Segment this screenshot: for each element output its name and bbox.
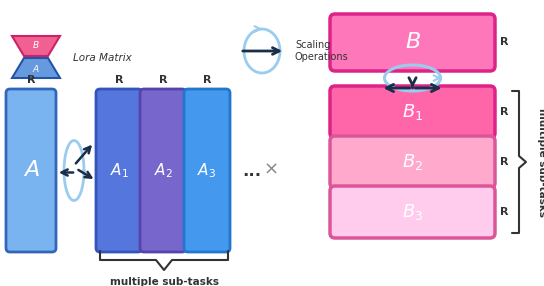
Text: Scaling
Operations: Scaling Operations xyxy=(295,40,349,62)
Text: $B_1$: $B_1$ xyxy=(402,102,423,122)
Text: R: R xyxy=(115,75,123,85)
Text: R: R xyxy=(500,107,509,117)
Text: R: R xyxy=(27,75,35,85)
FancyBboxPatch shape xyxy=(330,14,495,71)
FancyBboxPatch shape xyxy=(6,89,56,252)
FancyBboxPatch shape xyxy=(140,89,186,252)
Text: R: R xyxy=(500,37,509,47)
Text: $B$: $B$ xyxy=(32,39,40,51)
Text: $A_1$: $A_1$ xyxy=(109,161,128,180)
Text: multiple sub-tasks: multiple sub-tasks xyxy=(109,277,219,286)
FancyBboxPatch shape xyxy=(96,89,142,252)
Polygon shape xyxy=(12,36,60,56)
Text: R: R xyxy=(159,75,167,85)
Text: $A$: $A$ xyxy=(22,160,39,180)
Text: multiple sub-tasks: multiple sub-tasks xyxy=(537,108,544,217)
Text: R: R xyxy=(500,207,509,217)
Text: $B_2$: $B_2$ xyxy=(402,152,423,172)
Text: R: R xyxy=(500,157,509,167)
Polygon shape xyxy=(12,58,60,78)
Text: Lora Matrix: Lora Matrix xyxy=(73,53,132,63)
FancyBboxPatch shape xyxy=(184,89,230,252)
Text: $B_3$: $B_3$ xyxy=(402,202,423,222)
Text: R: R xyxy=(203,75,211,85)
Text: $B$: $B$ xyxy=(405,33,421,53)
Text: ...: ... xyxy=(242,162,261,180)
Text: $A_3$: $A_3$ xyxy=(197,161,217,180)
FancyBboxPatch shape xyxy=(330,86,495,138)
FancyBboxPatch shape xyxy=(330,136,495,188)
FancyBboxPatch shape xyxy=(330,186,495,238)
Text: $\times$: $\times$ xyxy=(263,160,277,178)
Text: $A$: $A$ xyxy=(32,63,40,74)
Text: $A_2$: $A_2$ xyxy=(153,161,172,180)
